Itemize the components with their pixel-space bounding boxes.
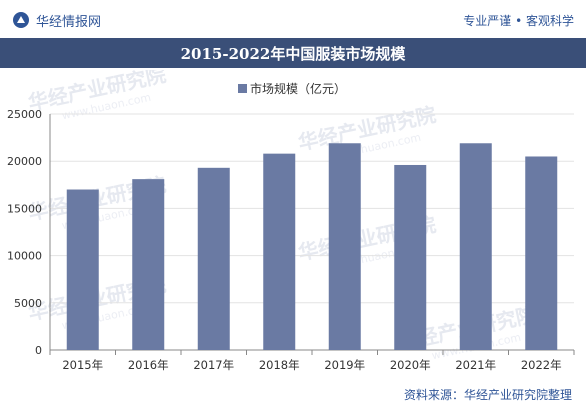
bar [525, 156, 558, 350]
x-tick-label: 2018年 [259, 358, 300, 372]
y-tick-label: 25000 [7, 108, 42, 121]
x-tick-label: 2021年 [455, 358, 496, 372]
y-tick-label: 20000 [7, 155, 42, 168]
bar [197, 167, 230, 350]
x-tick-label: 2016年 [128, 358, 169, 372]
legend-label: 市场规模（亿元） [250, 81, 346, 96]
y-tick-label: 0 [35, 344, 42, 357]
brand: 华经情报网 [12, 10, 101, 30]
x-tick-label: 2019年 [324, 358, 365, 372]
y-tick-label: 5000 [14, 297, 42, 310]
brand-name: 华经情报网 [36, 14, 102, 30]
header-bar: 华经情报网 专业严谨 • 客观科学 [0, 0, 586, 38]
bar [66, 189, 99, 350]
chart-title: 2015-2022年中国服装市场规模 [180, 44, 406, 63]
chart-area: 华经产业研究院 www.huaon.com 华经产业研究院 www.huaon.com… [0, 62, 586, 382]
bar [263, 153, 296, 350]
footer: 资料来源：华经产业研究院整理 [0, 384, 586, 416]
y-tick-label: 15000 [7, 202, 42, 215]
bar [394, 164, 427, 350]
x-tick-label: 2022年 [521, 358, 562, 372]
x-tick-label: 2017年 [193, 358, 234, 372]
bar [132, 179, 165, 350]
title-bar: 2015-2022年中国服装市场规模 [0, 38, 586, 68]
x-tick-label: 2015年 [62, 358, 103, 372]
bar [459, 143, 492, 350]
tagline: 专业严谨 • 客观科学 [463, 14, 574, 28]
source-note: 资料来源：华经产业研究院整理 [403, 388, 572, 402]
brand-logo-icon [13, 12, 29, 28]
bar [328, 143, 361, 350]
x-tick-label: 2020年 [390, 358, 431, 372]
y-tick-label: 10000 [7, 250, 42, 263]
legend-swatch [238, 84, 247, 93]
